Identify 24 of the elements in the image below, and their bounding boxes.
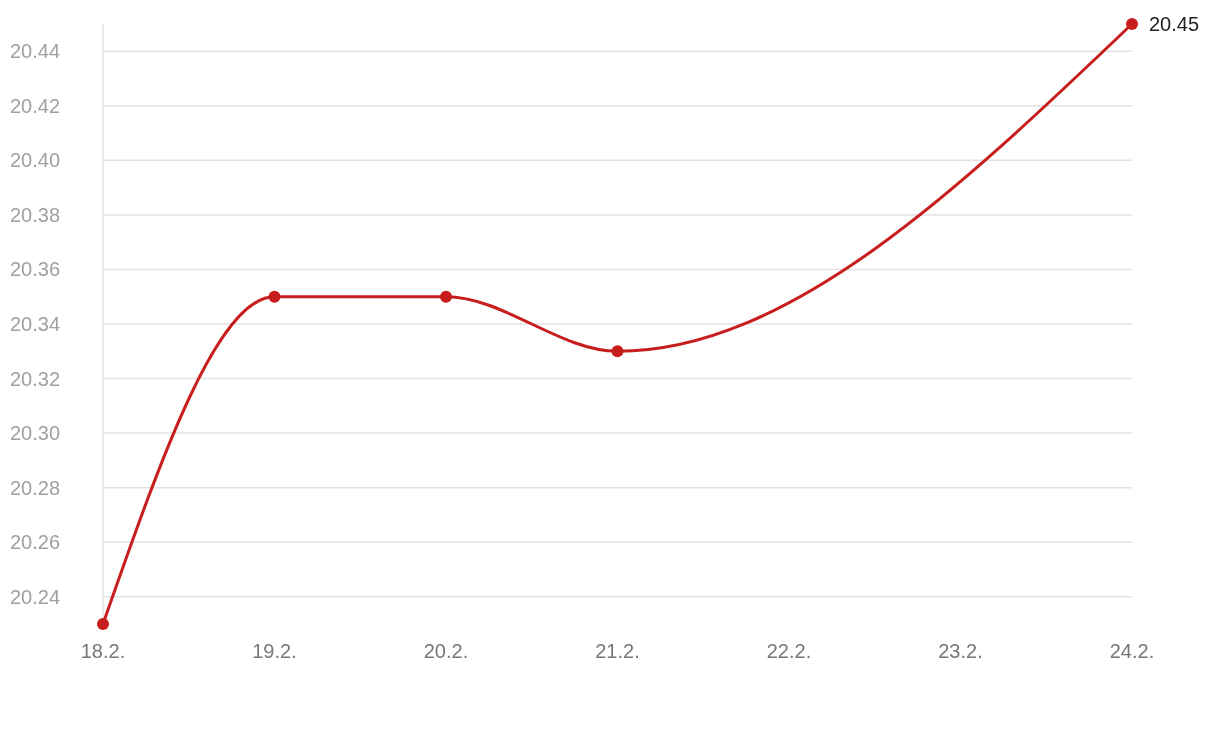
point [1126,18,1138,30]
y-tick-label: 20.34 [10,313,61,335]
x-tick-label: 19.2. [252,640,297,662]
y-tick-label: 20.40 [10,149,61,172]
x-tick-label: 21.2. [595,640,640,662]
point [611,345,624,358]
point [97,618,109,630]
x-tick-label: 22.2. [766,640,812,662]
y-tick-label: 20.28 [10,476,61,499]
x-tick-label: 23.2. [938,640,983,662]
data-label: 20.45 [1149,13,1200,35]
y-tick-label: 20.42 [10,94,61,117]
y-tick-label: 20.36 [10,258,61,281]
y-tick-label: 20.24 [10,585,61,608]
point [440,290,452,303]
x-tick-label: 24.2. [1109,640,1155,662]
y-tick-label: 20.26 [10,531,61,554]
x-tick-label: 20.2. [423,640,469,662]
y-tick-label: 20.32 [10,367,61,390]
y-tick-label: 20.44 [10,40,61,63]
y-tick-label: 20.38 [10,203,61,226]
y-tick-label: 20.30 [10,422,61,445]
x-tick-label: 18.2. [80,640,126,662]
point [268,290,281,303]
